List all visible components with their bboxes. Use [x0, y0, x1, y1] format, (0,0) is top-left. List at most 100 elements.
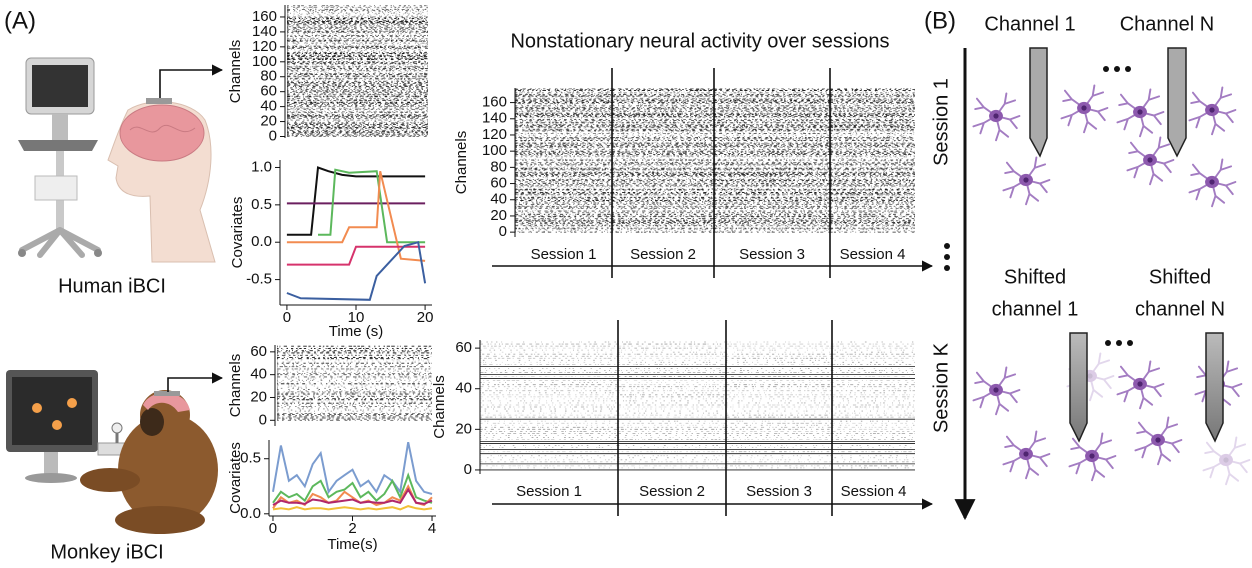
- channel-label: Shifted: [1004, 266, 1066, 288]
- human-illustration: [18, 57, 216, 263]
- human-illustration-part: [34, 175, 78, 201]
- covariate-line: [272, 505, 433, 511]
- neurons-part: [1116, 360, 1165, 410]
- electrodes: [1029, 47, 1224, 443]
- y-tick-label: 1.0: [251, 158, 272, 175]
- arrow: [159, 64, 224, 98]
- human-illustration-part: [18, 140, 98, 151]
- monkey-illustration-part: [154, 391, 180, 396]
- y-tick-label: 40: [455, 380, 472, 397]
- y-axis-label: Channels: [227, 40, 244, 103]
- session-label: Session 2: [630, 246, 696, 263]
- y-tick-label: 0.0: [240, 505, 261, 522]
- arrow: [167, 372, 224, 392]
- y-tick-label: 40: [490, 191, 507, 208]
- ellipsis-part: [1116, 340, 1122, 346]
- y-tick-label: 60: [260, 83, 277, 100]
- electrodes-part: [1069, 332, 1088, 443]
- y-tick-label: 100: [252, 53, 277, 70]
- covariate-line: [318, 168, 426, 244]
- y-axis-label: Covariates: [229, 197, 246, 269]
- neurons-part: [972, 366, 1021, 416]
- y-tick-label: 20: [260, 113, 277, 130]
- session-label: Session 3: [739, 246, 805, 263]
- y-tick-label: 80: [490, 158, 507, 175]
- y-tick-label: 140: [252, 23, 277, 40]
- monkey-illustration-part: [111, 422, 123, 434]
- y-tick-label: 0: [259, 411, 267, 428]
- monkey-illustration-part: [118, 414, 218, 526]
- ellipsis-part: [944, 243, 950, 249]
- y-tick-label: 0.0: [251, 233, 272, 250]
- y-tick-label: 20: [250, 388, 267, 405]
- y-tick-label: -0.5: [246, 271, 272, 288]
- panel-label: (A): [4, 7, 36, 34]
- y-tick-label: 140: [482, 110, 507, 127]
- covariate-line: [272, 484, 433, 509]
- covariate-line: [272, 441, 433, 495]
- y-tick-label: 0: [269, 127, 277, 144]
- y-tick-label: 0.5: [251, 196, 272, 213]
- subject-label: Human iBCI: [58, 275, 166, 297]
- monkey-illustration-part: [143, 392, 190, 412]
- y-axis-label: Channels: [431, 375, 448, 438]
- covariate-line: [286, 166, 426, 236]
- neurons-part: [1188, 86, 1237, 136]
- human-illustration-part: [18, 249, 26, 257]
- neurons-part: [972, 92, 1021, 142]
- neurons-part: [1002, 430, 1051, 480]
- session-label: Session 1: [516, 483, 582, 500]
- human-illustration-part: [94, 249, 102, 257]
- y-tick-label: 0: [499, 223, 507, 240]
- session-label: Session 1: [531, 246, 597, 263]
- y-tick-label: 0: [464, 461, 472, 478]
- x-tick-label: 20: [417, 309, 434, 326]
- y-tick-label: 100: [482, 142, 507, 159]
- monkey-illustration-part: [44, 452, 58, 476]
- neurons-part: [1116, 88, 1165, 138]
- session-label: Session 1: [930, 78, 952, 166]
- monkey-illustration: [6, 370, 218, 534]
- x-tick-label: 0: [269, 520, 277, 537]
- x-tick-label: 10: [348, 309, 365, 326]
- ellipsis-part: [1105, 340, 1111, 346]
- panel-label: (B): [924, 7, 956, 34]
- y-tick-label: 60: [250, 343, 267, 360]
- monkey-illustration-part: [115, 506, 205, 534]
- channel-label: Channel 1: [984, 13, 1075, 35]
- x-axis-label: Time (s): [329, 323, 383, 340]
- y-tick-label: 160: [252, 8, 277, 25]
- human-illustration-part: [32, 65, 88, 107]
- electrodes-part: [1029, 47, 1048, 158]
- ellipsis-part: [1125, 66, 1131, 72]
- session-label: Session 3: [746, 483, 812, 500]
- human-illustration-part: [119, 104, 205, 162]
- electrodes-part: [1167, 47, 1187, 158]
- y-axis-label: Channels: [453, 131, 470, 194]
- neurons-part: [1068, 432, 1117, 482]
- covariate-line: [286, 170, 426, 262]
- y-axis-label: Covariates: [227, 442, 244, 514]
- x-tick-label: 0: [283, 309, 291, 326]
- x-tick-label: 4: [428, 520, 436, 537]
- human-illustration-part: [52, 114, 68, 140]
- y-tick-label: 40: [260, 98, 277, 115]
- subject-label: Monkey iBCI: [50, 541, 163, 563]
- neurons-part: [1202, 436, 1251, 486]
- neurons-part: [1134, 416, 1183, 466]
- human-illustration-part: [146, 98, 172, 104]
- y-tick-label: 40: [250, 366, 267, 383]
- covariate-line: [286, 245, 426, 266]
- y-tick-label: 80: [260, 68, 277, 85]
- monkey-illustration-part: [52, 420, 62, 430]
- y-tick-label: 20: [490, 207, 507, 224]
- covariate-line: [272, 472, 433, 504]
- neurons-part: [1060, 84, 1109, 134]
- neurons-part: [1188, 158, 1237, 208]
- neurons-part: [1002, 156, 1051, 206]
- x-axis-label: Time(s): [327, 536, 377, 553]
- ellipsis-part: [944, 254, 950, 260]
- channel-label: channel N: [1135, 298, 1225, 320]
